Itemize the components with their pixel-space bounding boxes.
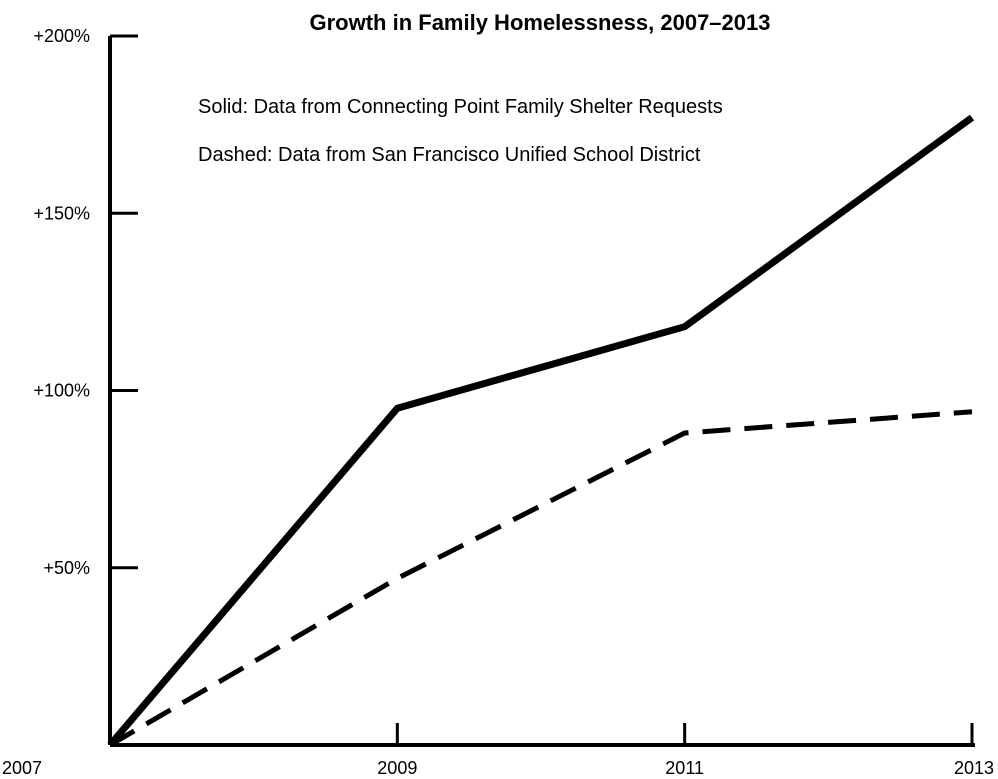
series-line-solid	[107, 114, 975, 748]
y-tick-label: +150%	[33, 203, 90, 223]
tick-labels: +50% +100% +150% +200% 2007 2009 2011 2013	[2, 26, 994, 778]
annotation-solid: Solid: Data from Connecting Point Family…	[198, 96, 723, 118]
x-tick-label: 2007	[2, 758, 42, 778]
series-lines	[107, 114, 975, 748]
y-tick-label: +50%	[43, 558, 90, 578]
series-line-dashed	[108, 409, 973, 748]
x-tick-label: 2009	[377, 758, 417, 778]
y-tick-label: +100%	[33, 381, 90, 401]
chart-title: Growth in Family Homelessness, 2007–2013	[309, 10, 770, 35]
annotation-dashed: Dashed: Data from San Francisco Unified …	[198, 144, 701, 166]
x-tick-label: 2011	[665, 758, 704, 778]
axes	[108, 34, 975, 747]
y-tick-label: +200%	[33, 26, 90, 46]
x-tick-label: 2013	[954, 758, 994, 778]
